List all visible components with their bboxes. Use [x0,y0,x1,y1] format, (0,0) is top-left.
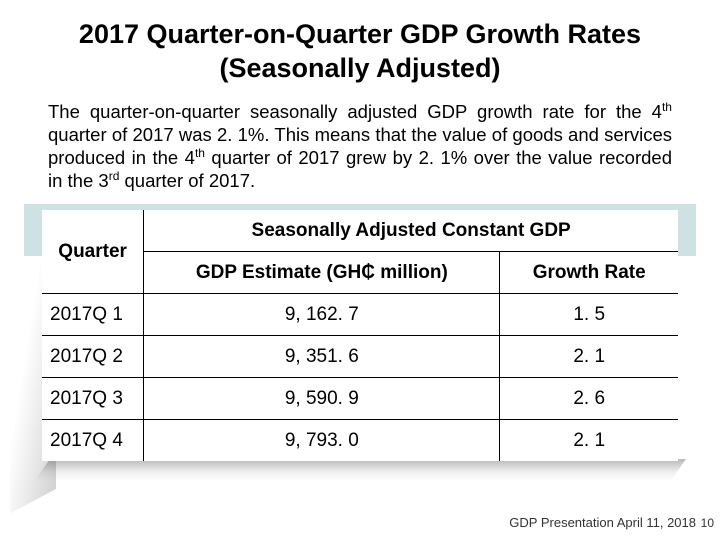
table-shadow-bottom [35,459,686,481]
cell-estimate: 9, 162. 7 [144,294,500,336]
col-header-growth: Growth Rate [500,252,678,294]
cell-growth: 2. 1 [500,420,678,462]
table-body: 2017Q 1 9, 162. 7 1. 5 2017Q 2 9, 351. 6… [42,294,678,462]
intro-paragraph: The quarter-on-quarter seasonally adjust… [48,100,672,193]
footer-text: GDP Presentation April 11, 2018 [509,515,696,530]
slide: 2017 Quarter-on-Quarter GDP Growth Rates… [0,0,720,540]
table-row: 2017Q 4 9, 793. 0 2. 1 [42,420,678,462]
title-line-1: 2017 Quarter-on-Quarter GDP Growth Rates [79,19,641,49]
cell-estimate: 9, 351. 6 [144,336,500,378]
title-line-2: (Seasonally Adjusted) [219,53,500,83]
cell-quarter: 2017Q 4 [42,420,144,462]
col-header-quarter: Quarter [42,210,144,294]
cell-quarter: 2017Q 1 [42,294,144,336]
table-row: 2017Q 3 9, 590. 9 2. 6 [42,378,678,420]
table-row: 2017Q 1 9, 162. 7 1. 5 [42,294,678,336]
cell-growth: 2. 6 [500,378,678,420]
page-title: 2017 Quarter-on-Quarter GDP Growth Rates… [48,18,672,86]
col-header-estimate: GDP Estimate (GH₵ million) [144,252,500,294]
cell-estimate: 9, 590. 9 [144,378,500,420]
cell-growth: 2. 1 [500,336,678,378]
cell-growth: 1. 5 [500,294,678,336]
col-header-section: Seasonally Adjusted Constant GDP [144,210,678,252]
cell-quarter: 2017Q 2 [42,336,144,378]
table-container: Quarter Seasonally Adjusted Constant GDP… [42,210,678,461]
cell-quarter: 2017Q 3 [42,378,144,420]
page-number: 10 [701,516,714,530]
cell-estimate: 9, 793. 0 [144,420,500,462]
table-row: 2017Q 2 9, 351. 6 2. 1 [42,336,678,378]
gdp-table: Quarter Seasonally Adjusted Constant GDP… [42,210,678,461]
